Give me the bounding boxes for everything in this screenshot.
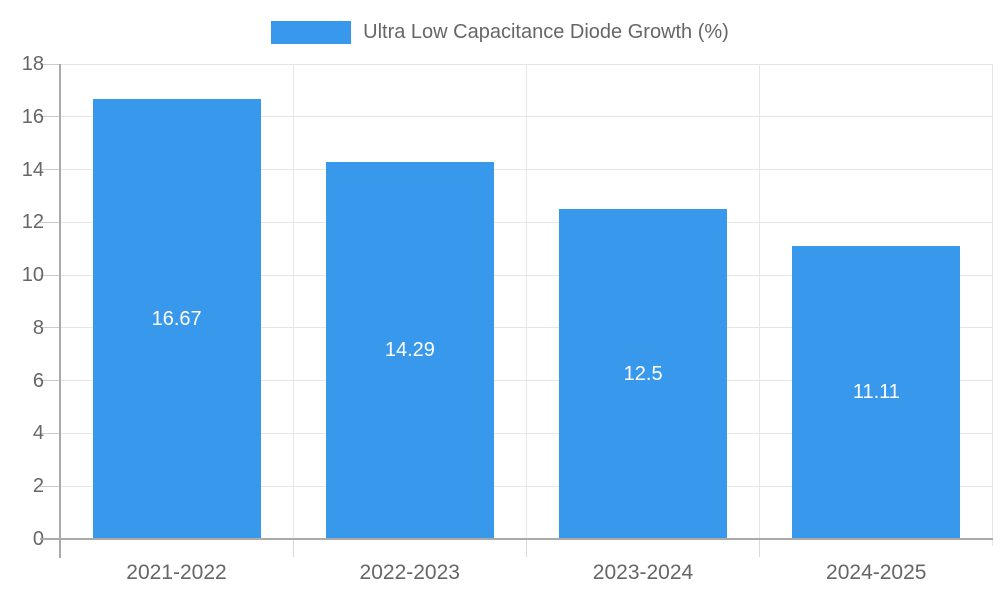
y-tick: [40, 221, 60, 223]
y-axis-tick-label: 4: [32, 422, 44, 445]
y-axis-tick-label: 6: [32, 369, 44, 392]
y-axis-tick-label: 12: [21, 211, 44, 234]
y-axis-tick-label: 8: [32, 316, 44, 339]
x-axis-category-label: 2022-2023: [359, 561, 460, 584]
bar-2022-2023[interactable]: [325, 161, 494, 538]
x-axis-category-label: 2023-2024: [592, 561, 694, 584]
legend-label: Ultra Low Capacitance Diode Growth (%): [363, 20, 729, 43]
x-axis-category-label: 2024-2025: [826, 561, 927, 584]
bar-2024-2025[interactable]: [792, 245, 961, 538]
y-axis-tick-label: 10: [21, 264, 44, 287]
y-axis-tick-label: 2: [32, 475, 44, 498]
x-tick: [759, 539, 761, 557]
y-tick: [40, 485, 60, 487]
x-axis-category-label: 2021-2022: [126, 561, 227, 584]
y-axis-line: [59, 64, 61, 558]
plot-right-border: [992, 64, 993, 546]
x-tick: [292, 539, 294, 557]
y-tick: [40, 169, 60, 171]
y-axis-tick-label: 16: [21, 105, 44, 128]
y-tick: [40, 380, 60, 382]
x-axis-line: [40, 538, 993, 540]
bar-value-label: 16.67: [151, 308, 202, 331]
bar-2023-2024[interactable]: [559, 209, 728, 538]
y-axis-tick-label: 18: [21, 53, 44, 75]
y-tick: [40, 274, 60, 276]
y-tick: [40, 432, 60, 434]
bar-value-label: 12.5: [623, 363, 663, 386]
category-gridline: [759, 64, 761, 539]
y-axis-tick-label: 0: [32, 528, 44, 550]
bar-2021-2022[interactable]: [92, 99, 261, 538]
legend[interactable]: Ultra Low Capacitance Diode Growth (%): [0, 18, 1000, 46]
category-gridline: [292, 64, 294, 539]
y-tick: [40, 116, 60, 118]
bar-value-label: 11.11: [852, 381, 900, 404]
legend-swatch-icon: [271, 20, 352, 44]
y-axis-tick-label: 14: [21, 158, 44, 181]
y-tick: [40, 63, 60, 65]
category-gridline: [526, 64, 527, 539]
bar-value-label: 14.29: [384, 339, 435, 362]
x-tick: [526, 539, 527, 557]
y-tick: [40, 327, 60, 329]
